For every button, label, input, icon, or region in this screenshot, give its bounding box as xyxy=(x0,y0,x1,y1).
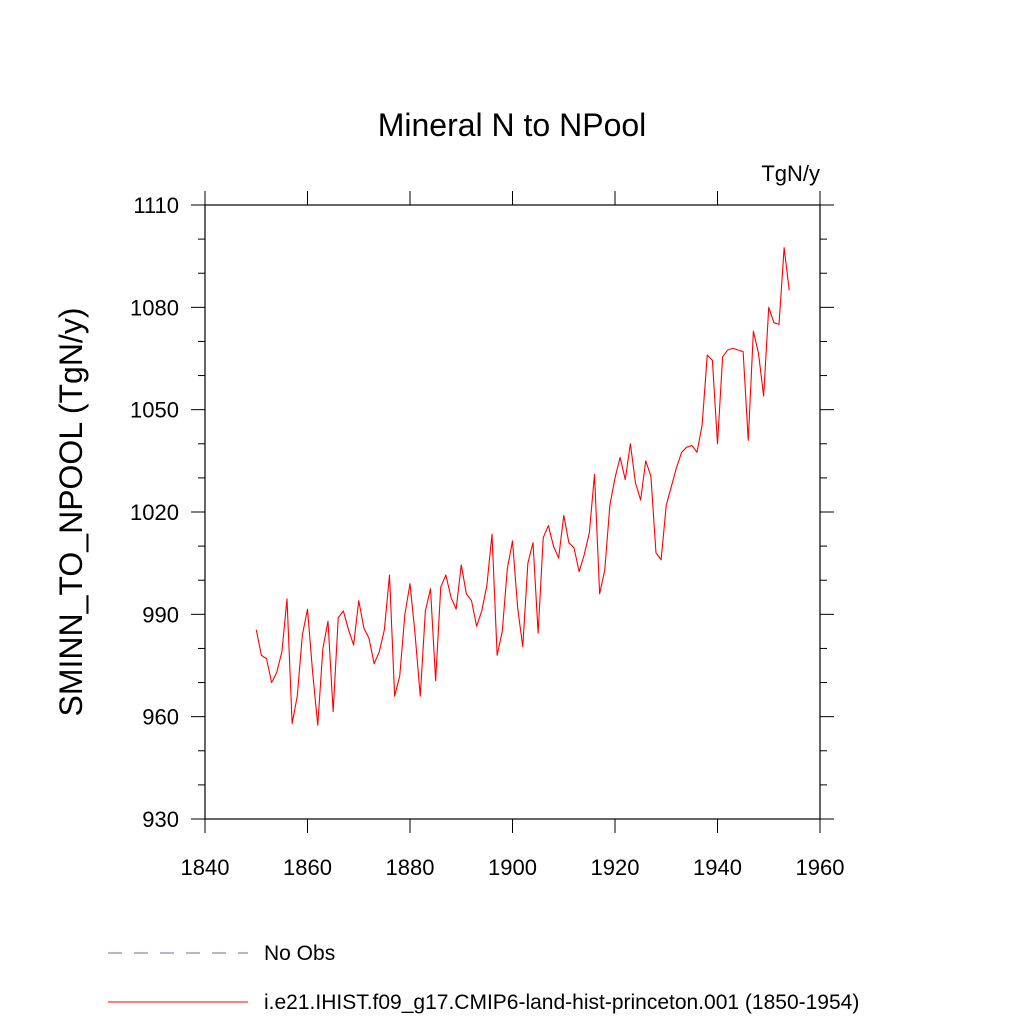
y-tick-label: 1020 xyxy=(130,500,179,525)
units-label: TgN/y xyxy=(761,161,820,186)
chart-title: Mineral N to NPool xyxy=(378,107,647,143)
x-tick-label: 1940 xyxy=(693,855,742,880)
x-tick-label: 1840 xyxy=(181,855,230,880)
legend-label-model: i.e21.IHIST.f09_g17.CMIP6-land-hist-prin… xyxy=(264,991,859,1014)
x-tick-label: 1960 xyxy=(796,855,845,880)
x-tick-label: 1920 xyxy=(591,855,640,880)
series-layer xyxy=(255,247,790,726)
x-tick-label: 1900 xyxy=(488,855,537,880)
plot-frame xyxy=(204,204,821,820)
x-tick-label: 1880 xyxy=(386,855,435,880)
legend-label-no-obs: No Obs xyxy=(264,942,335,965)
y-tick-label: 1050 xyxy=(130,398,179,423)
legend: No Obs i.e21.IHIST.f09_g17.CMIP6-land-hi… xyxy=(108,942,859,1014)
y-axis-label: SMINN_TO_NPOOL (TgN/y) xyxy=(53,308,89,717)
y-ticks: 930 960 990 1020 1050 1080 1110 xyxy=(130,193,834,832)
y-tick-label: 960 xyxy=(142,705,179,730)
series-line-0 xyxy=(255,247,790,726)
y-tick-label: 930 xyxy=(142,807,179,832)
plot-border xyxy=(204,204,821,820)
y-tick-label: 1080 xyxy=(130,295,179,320)
y-tick-label: 990 xyxy=(142,602,179,627)
y-tick-label: 1110 xyxy=(133,193,179,218)
x-tick-label: 1860 xyxy=(283,855,332,880)
x-ticks: 1840 1860 1880 1900 1920 1940 1960 xyxy=(181,191,845,880)
